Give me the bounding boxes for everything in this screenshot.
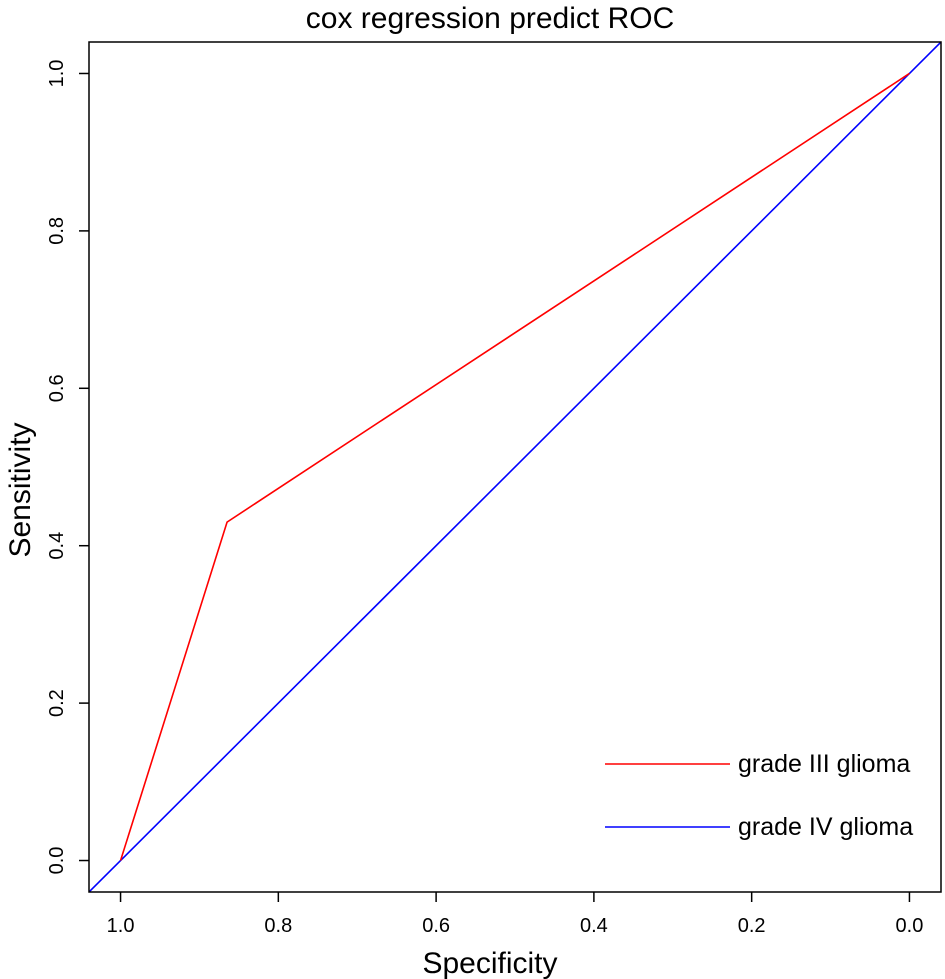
plot-area [89, 42, 941, 892]
plot-frame [88, 41, 942, 893]
series-line-grade-iii [119, 72, 910, 861]
chart-title: cox regression predict ROC [306, 2, 674, 35]
x-tick-label: 1.0 [107, 915, 135, 937]
y-tick-label: 0.2 [46, 689, 68, 717]
y-tick-label: 1.0 [46, 60, 68, 88]
x-axis: 1.0 0.8 0.6 0.4 0.2 0.0 [107, 892, 924, 937]
legend-label: grade IV glioma [738, 813, 913, 841]
x-tick-label: 0.8 [264, 915, 292, 937]
x-tick-label: 0.2 [738, 915, 766, 937]
y-axis: 0.0 0.2 0.4 0.6 0.8 1.0 [46, 60, 89, 875]
y-tick-label: 0.4 [46, 532, 68, 560]
x-tick-label: 0.4 [580, 915, 608, 937]
x-axis-label: Specificity [422, 947, 557, 979]
y-tick-label: 0.0 [46, 847, 68, 875]
x-tick-label: 0.6 [422, 915, 450, 937]
y-tick-label: 0.8 [46, 217, 68, 245]
y-tick-label: 0.6 [46, 374, 68, 402]
x-tick-label: 0.0 [896, 915, 924, 937]
series-line-grade-iv [89, 42, 941, 892]
y-axis-label: Sensitivity [4, 422, 37, 557]
legend-label: grade III glioma [738, 750, 910, 778]
legend: grade III glioma grade IV glioma [605, 750, 913, 841]
